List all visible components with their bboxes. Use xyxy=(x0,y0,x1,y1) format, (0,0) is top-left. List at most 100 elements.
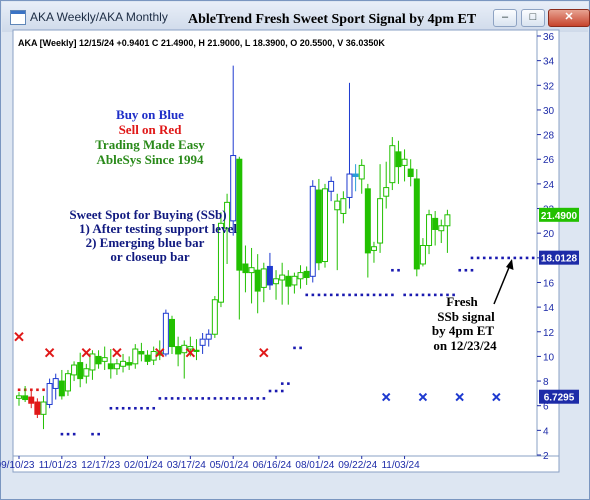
annotation-text: AbleSys Since 1994 xyxy=(97,152,204,167)
candle-body xyxy=(254,269,261,292)
callout-text: SSb signal xyxy=(437,309,495,324)
x-tick-label: 09/10/23 xyxy=(0,460,35,471)
y-tick-label: 2 xyxy=(543,451,549,462)
stop-dot-blue xyxy=(452,293,455,297)
candle-body xyxy=(419,245,426,265)
window-title: AKA Weekly/AKA Monthly xyxy=(30,10,168,24)
candle-body xyxy=(395,151,402,168)
window-icon xyxy=(10,10,26,25)
stop-dot-blue xyxy=(244,397,247,400)
stop-dot-blue xyxy=(158,397,162,400)
y-tick-label: 4 xyxy=(543,426,549,437)
callout-text: Fresh xyxy=(446,294,478,309)
stop-dot-blue xyxy=(501,256,504,260)
stop-dot-blue xyxy=(354,293,357,297)
stop-dot-red xyxy=(30,388,33,392)
candle-body xyxy=(346,173,353,198)
note-text: Sweet Spot for Buying (SSb) xyxy=(69,207,226,222)
candle-body xyxy=(89,353,96,371)
candle-body xyxy=(162,312,169,355)
stop-dot-blue xyxy=(207,397,211,400)
stop-dot-blue xyxy=(146,406,149,410)
y-tick-label: 30 xyxy=(543,106,555,117)
restore-button[interactable]: □ xyxy=(521,9,545,27)
stop-dot-blue xyxy=(195,397,198,400)
y-tick-label: 6 xyxy=(543,402,549,413)
price-label-bg xyxy=(539,250,579,265)
candle-body xyxy=(187,346,194,350)
buy-marker-x xyxy=(381,392,391,402)
candle-body xyxy=(236,158,243,271)
candle-body xyxy=(126,362,133,366)
candle-body xyxy=(71,364,78,376)
x-tick-label: 02/01/24 xyxy=(124,460,163,471)
candle-body xyxy=(260,268,267,288)
candle-body xyxy=(273,278,280,285)
annotation-text: Trading Made Easy xyxy=(95,137,205,152)
note-text: 2) Emerging blue bar xyxy=(86,235,205,250)
stop-dot-blue xyxy=(470,256,474,260)
y-tick-label: 34 xyxy=(543,57,555,68)
note-text: 1) After testing support level xyxy=(79,221,237,236)
candle-body xyxy=(407,168,414,177)
candle-body xyxy=(364,188,371,254)
candle-body xyxy=(169,318,175,348)
candle-body xyxy=(291,275,298,286)
sell-marker-x xyxy=(81,348,92,358)
stop-dot-blue xyxy=(225,397,229,400)
stop-dot-blue xyxy=(66,432,70,436)
candle-body xyxy=(64,373,71,392)
y-tick-label: 28 xyxy=(543,131,555,142)
y-tick-label: 10 xyxy=(543,352,555,363)
candle-body xyxy=(34,401,41,415)
y-tick-label: 8 xyxy=(543,377,549,388)
candle-body xyxy=(211,299,218,335)
stop-dot-red xyxy=(17,388,21,392)
stop-dot-blue xyxy=(336,293,339,297)
y-tick-label: 24 xyxy=(543,180,555,191)
stop-dot-blue xyxy=(91,432,94,436)
candle-body xyxy=(438,225,445,232)
y-tick-label: 36 xyxy=(543,32,555,43)
stop-dot-blue xyxy=(115,406,119,410)
x-tick-label: 11/03/24 xyxy=(381,460,420,471)
candle-body xyxy=(432,217,439,230)
stop-dot-blue xyxy=(121,406,125,410)
stop-dot-blue xyxy=(397,268,400,272)
candle-body xyxy=(16,395,22,399)
candle-body xyxy=(377,198,384,244)
stop-dot-blue xyxy=(464,268,468,272)
candle-body xyxy=(413,178,420,270)
minimize-icon: – xyxy=(501,11,509,23)
minimize-button[interactable]: – xyxy=(493,9,517,27)
x-tick-label: 09/22/24 xyxy=(338,460,377,471)
stop-dot-blue xyxy=(458,268,462,272)
stop-dot-blue xyxy=(421,293,425,297)
stop-dot-red xyxy=(42,388,45,392)
stop-dot-blue xyxy=(109,406,113,410)
candle-body xyxy=(224,201,231,229)
stop-dot-blue xyxy=(342,293,345,297)
candle-body xyxy=(95,355,102,365)
stop-dot-blue xyxy=(525,256,529,260)
stop-dot-blue xyxy=(427,293,431,297)
candle-body xyxy=(101,357,108,362)
candle-body xyxy=(217,222,224,303)
stop-dot-blue xyxy=(287,382,290,385)
x-tick-label: 11/01/23 xyxy=(39,460,78,471)
stop-dot-blue xyxy=(127,406,131,410)
stop-dot-blue xyxy=(293,346,296,350)
callout-text: on 12/23/24 xyxy=(433,338,497,353)
stop-dot-blue xyxy=(250,397,253,400)
y-tick-label: 16 xyxy=(543,278,555,289)
stop-dot-blue xyxy=(440,293,443,297)
stop-dot-blue xyxy=(152,406,156,410)
restore-icon: □ xyxy=(529,11,537,23)
y-tick-label: 26 xyxy=(543,155,555,166)
candle-body xyxy=(401,158,408,166)
stop-dot-blue xyxy=(476,256,480,260)
candle-body xyxy=(46,383,53,405)
stop-dot-blue xyxy=(366,293,370,297)
candle-body xyxy=(175,346,182,355)
